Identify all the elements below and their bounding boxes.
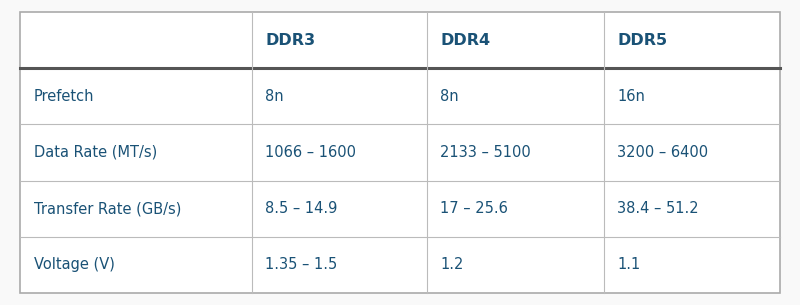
Text: Voltage (V): Voltage (V) bbox=[34, 257, 114, 272]
Text: 8n: 8n bbox=[440, 89, 459, 104]
Text: Data Rate (MT/s): Data Rate (MT/s) bbox=[34, 145, 157, 160]
Text: 3200 – 6400: 3200 – 6400 bbox=[618, 145, 709, 160]
Text: 8n: 8n bbox=[266, 89, 284, 104]
Text: 2133 – 5100: 2133 – 5100 bbox=[440, 145, 531, 160]
Text: DDR3: DDR3 bbox=[266, 33, 316, 48]
Text: 38.4 – 51.2: 38.4 – 51.2 bbox=[618, 201, 699, 216]
Text: 1.35 – 1.5: 1.35 – 1.5 bbox=[266, 257, 338, 272]
Text: DDR4: DDR4 bbox=[440, 33, 490, 48]
Text: 1.1: 1.1 bbox=[618, 257, 641, 272]
Text: 8.5 – 14.9: 8.5 – 14.9 bbox=[266, 201, 338, 216]
Text: 16n: 16n bbox=[618, 89, 646, 104]
Text: 17 – 25.6: 17 – 25.6 bbox=[440, 201, 508, 216]
Text: DDR5: DDR5 bbox=[618, 33, 667, 48]
Text: Transfer Rate (GB/s): Transfer Rate (GB/s) bbox=[34, 201, 181, 216]
Text: 1066 – 1600: 1066 – 1600 bbox=[266, 145, 357, 160]
Text: Prefetch: Prefetch bbox=[34, 89, 94, 104]
Text: 1.2: 1.2 bbox=[440, 257, 464, 272]
